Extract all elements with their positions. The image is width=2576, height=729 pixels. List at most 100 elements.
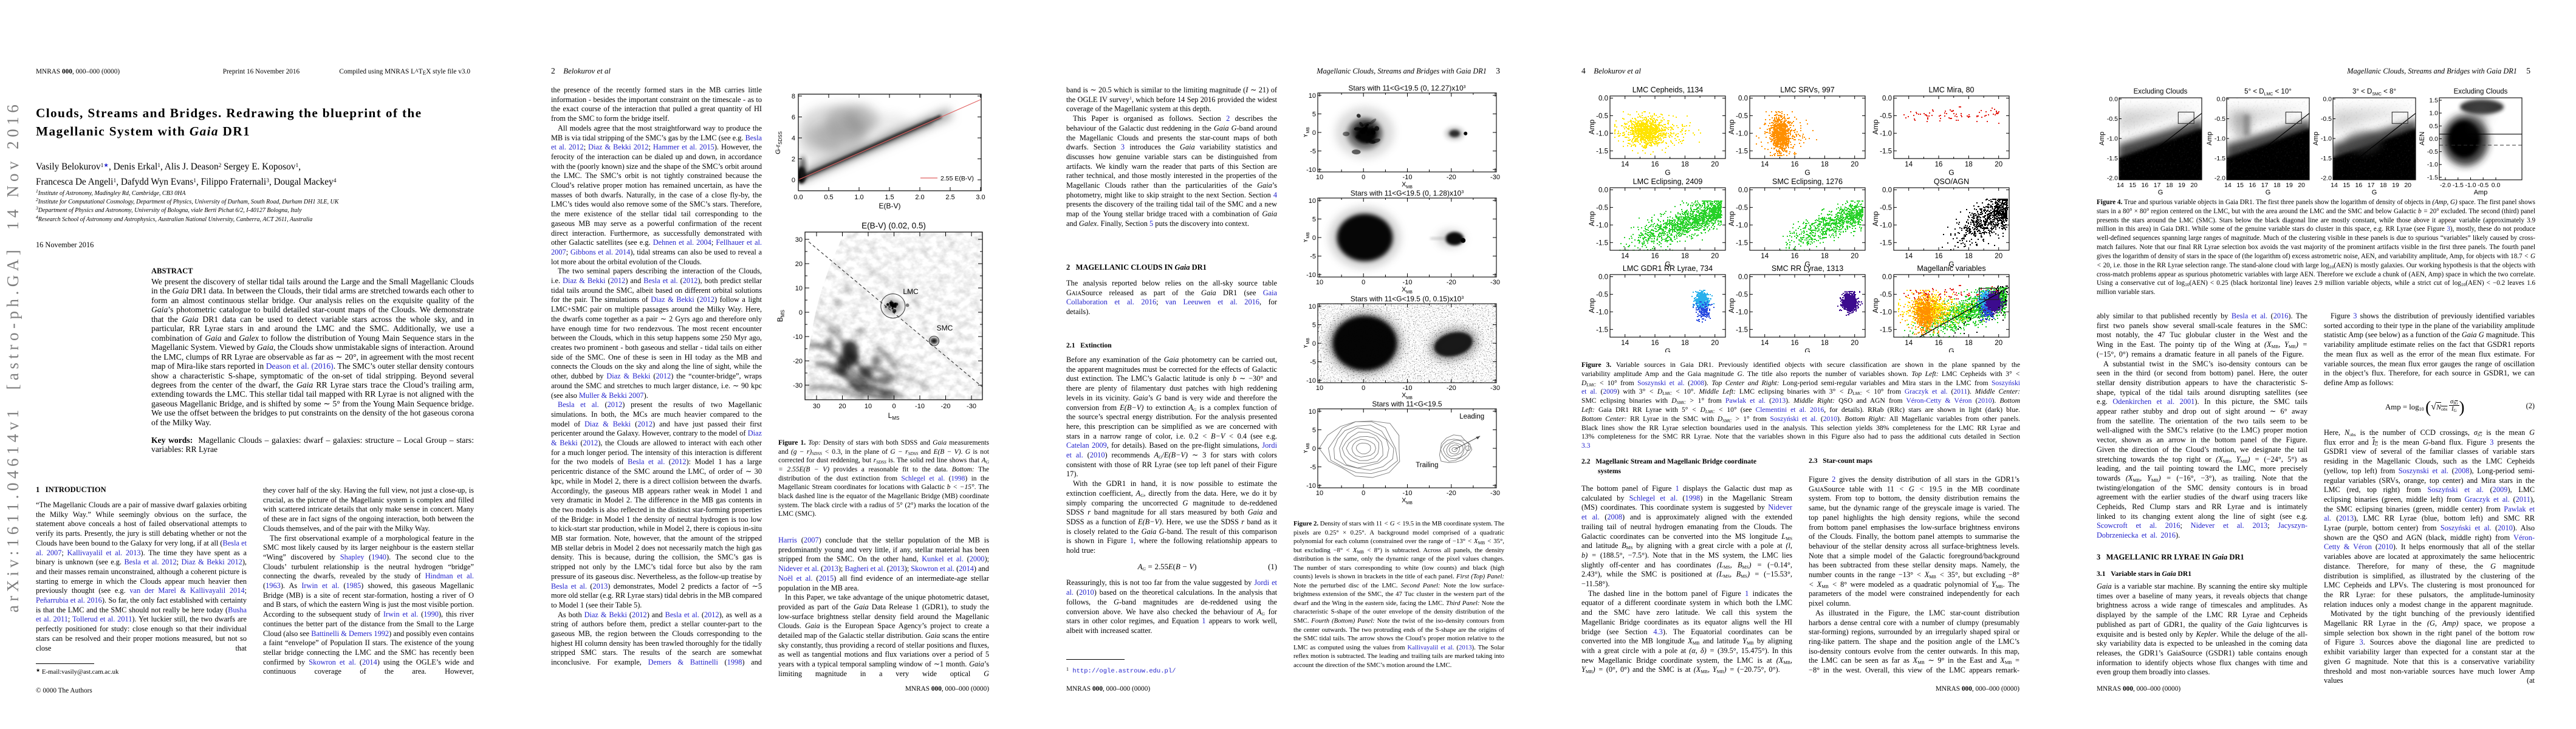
svg-text:Magellanic variables: Magellanic variables [1917,264,1985,273]
svg-text:-0.5: -0.5 [1736,291,1748,298]
svg-text:-10: -10 [1403,174,1413,181]
svg-text:14: 14 [1761,253,1769,260]
svg-text:14: 14 [1905,340,1913,347]
svg-text:-20: -20 [1447,174,1456,181]
svg-text:2: 2 [792,156,795,163]
svg-text:-20: -20 [793,358,803,365]
svg-text:0.0: 0.0 [1598,274,1608,281]
svg-text:-10: -10 [1306,377,1316,385]
svg-text:-30: -30 [1490,490,1500,497]
svg-text:16: 16 [2355,182,2363,189]
svg-text:18: 18 [1965,340,1973,347]
svg-text:0: 0 [1362,279,1365,286]
svg-text:-0.5: -0.5 [2215,115,2225,123]
svg-text:4: 4 [792,135,795,142]
svg-text:G: G [2266,189,2271,196]
svg-text:0.5: 0.5 [824,194,833,201]
svg-text:20: 20 [1851,340,1858,347]
svg-text:10: 10 [1309,92,1316,100]
svg-text:Excluding Clouds: Excluding Clouds [2454,88,2508,95]
svg-text:20: 20 [1995,161,2002,168]
svg-text:LMS: LMS [888,411,900,421]
svg-text:-30: -30 [1490,385,1500,392]
svg-text:-20: -20 [1447,385,1456,392]
svg-text:-10: -10 [793,334,803,341]
svg-text:1.0: 1.0 [854,194,863,201]
svg-text:16: 16 [2249,182,2256,189]
svg-text:-0.5: -0.5 [1596,291,1608,298]
svg-text:0.0: 0.0 [1598,187,1608,194]
svg-text:18: 18 [1965,161,1973,168]
svg-text:-1.5: -1.5 [1736,239,1748,247]
svg-text:-1.0: -1.0 [2465,182,2476,189]
svg-text:10: 10 [1309,303,1316,310]
svg-text:G: G [1804,347,1810,352]
svg-text:SMC RR Lyrae, 1313: SMC RR Lyrae, 1313 [1772,264,1843,273]
svg-text:1.5: 1.5 [885,194,894,201]
svg-text:Trailing: Trailing [1416,462,1438,469]
svg-text:-1.0: -1.0 [1880,222,1892,229]
svg-text:14: 14 [1905,161,1913,168]
svg-text:-5: -5 [1310,253,1316,261]
svg-text:-1.5: -1.5 [1736,326,1748,334]
svg-text:15: 15 [2343,182,2350,189]
svg-text:-5: -5 [1310,359,1316,366]
svg-text:20: 20 [2404,182,2411,189]
svg-text:14: 14 [1905,253,1913,260]
svg-text:0.0: 0.0 [793,194,803,201]
svg-text:-1.0: -1.0 [1880,309,1892,316]
svg-text:10: 10 [1316,385,1323,392]
svg-text:-5: -5 [1310,464,1316,471]
svg-text:XMB: XMB [1402,392,1413,400]
svg-text:18: 18 [1821,161,1829,168]
svg-text:-10: -10 [1403,490,1413,497]
svg-text:5° < DLMC < 10°: 5° < DLMC < 10° [2244,88,2292,97]
svg-text:YMB: YMB [1304,443,1310,454]
svg-text:-0.5: -0.5 [2478,182,2489,189]
svg-text:XMB: XMB [1402,181,1413,190]
svg-text:14: 14 [2224,182,2232,189]
svg-text:20: 20 [1711,253,1719,260]
svg-text:-2.0: -2.0 [2215,175,2225,182]
svg-text:18: 18 [1681,161,1689,168]
svg-text:-1.0: -1.0 [2427,161,2438,168]
svg-text:-1.5: -1.5 [2427,174,2438,181]
svg-text:15: 15 [2236,182,2244,189]
svg-text:Amp: Amp [1588,211,1596,226]
svg-text:-30: -30 [1490,174,1500,181]
svg-text:0.5: 0.5 [2429,123,2438,130]
svg-text:G: G [2372,189,2377,196]
svg-text:-1.5: -1.5 [1880,239,1892,247]
svg-text:18: 18 [2273,182,2281,189]
svg-text:20: 20 [1851,161,1858,168]
svg-text:0: 0 [1362,385,1365,392]
svg-text:G-rSDSS: G-rSDSS [775,131,783,154]
svg-text:G: G [2158,189,2163,196]
svg-text:YMB: YMB [1304,127,1310,138]
svg-text:0.0: 0.0 [1738,187,1748,194]
svg-text:-1.5: -1.5 [1596,326,1608,334]
svg-text:-1.5: -1.5 [1880,326,1892,334]
svg-text:SMC: SMC [937,324,953,332]
svg-text:18: 18 [1965,253,1973,260]
svg-text:15: 15 [2129,182,2136,189]
svg-text:17: 17 [2154,182,2161,189]
svg-text:0: 0 [1312,445,1316,453]
svg-text:16: 16 [1651,340,1659,347]
svg-text:16: 16 [1935,253,1943,260]
svg-text:LMC SRVs, 997: LMC SRVs, 997 [1780,86,1834,94]
svg-text:18: 18 [1821,340,1829,347]
svg-text:-1.5: -1.5 [1596,148,1608,155]
svg-text:-1.5: -1.5 [2453,182,2464,189]
svg-text:5: 5 [1312,427,1316,434]
svg-text:-0.5: -0.5 [1880,112,1892,120]
svg-text:14: 14 [1621,253,1629,260]
svg-text:Stars with 11<G<19.5 (0, 12.27: Stars with 11<G<19.5 (0, 12.27)x103 [1348,85,1465,92]
svg-text:LMC Cepheids, 1134: LMC Cepheids, 1134 [1632,86,1704,94]
svg-text:0: 0 [1312,234,1316,242]
svg-text:2.0: 2.0 [915,194,924,201]
svg-text:1.0: 1.0 [2429,110,2438,117]
svg-text:20: 20 [2298,182,2305,189]
svg-text:-1.0: -1.0 [1596,130,1608,137]
svg-text:-30: -30 [793,382,803,389]
